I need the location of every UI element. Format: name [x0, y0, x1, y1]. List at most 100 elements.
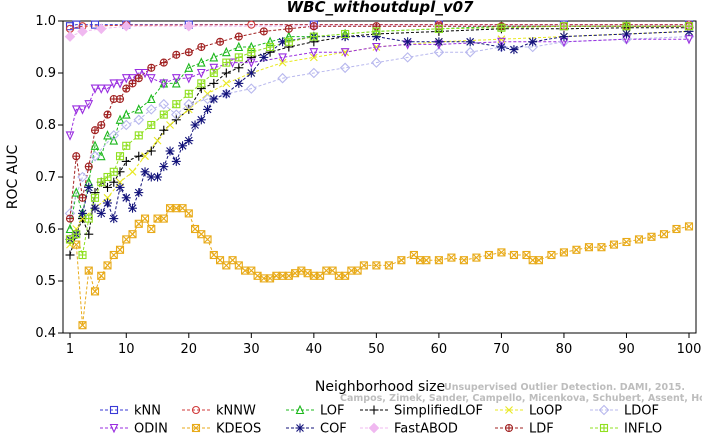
data-point-lof	[234, 41, 244, 52]
data-point-ldof	[146, 104, 157, 115]
data-point-ldf	[216, 37, 225, 46]
data-point-kdeos	[497, 248, 506, 257]
data-point-inflo	[372, 27, 381, 36]
data-point-kdeos	[484, 250, 493, 260]
data-point-odin	[497, 37, 506, 48]
data-point-simplifiedlof	[159, 125, 169, 135]
x-tick-label: 1	[66, 342, 74, 357]
data-point-cof	[84, 182, 94, 192]
data-point-cof	[146, 172, 156, 182]
data-point-lof	[209, 52, 219, 62]
data-point-cof	[121, 193, 131, 203]
data-point-cof	[190, 120, 200, 130]
legend-marker-fastabod	[368, 422, 380, 434]
data-point-inflo	[497, 23, 506, 32]
data-point-ldf	[134, 74, 143, 83]
data-point-odin	[228, 58, 237, 68]
data-point-simplifiedlof	[234, 63, 244, 73]
series-points-kdeos	[65, 204, 694, 330]
legend-marker-inflo	[599, 423, 609, 433]
x-tick-label: 100	[677, 342, 702, 357]
legend-label-odin: ODIN	[134, 422, 168, 434]
series-line-lof	[69, 25, 689, 230]
data-point-inflo	[234, 53, 243, 62]
legend-marker-knnw	[191, 405, 201, 415]
data-point-kdeos	[622, 237, 631, 247]
data-point-cof	[371, 32, 381, 42]
data-point-simplifiedlof	[209, 78, 219, 88]
data-point-inflo	[159, 110, 168, 119]
data-point-inflo	[84, 214, 93, 223]
data-point-kdeos	[572, 245, 581, 254]
series-points-ldf	[65, 22, 694, 223]
data-point-ldof	[371, 57, 382, 68]
legend-label-lof: LOF	[320, 404, 345, 419]
data-point-inflo	[622, 22, 631, 31]
y-tick-label: 0.7	[35, 170, 56, 185]
data-point-odin	[171, 74, 181, 84]
data-point-lof	[109, 135, 119, 145]
data-point-lof	[196, 57, 206, 67]
x-axis-label: Neighborhood size	[315, 379, 445, 395]
series-markers	[64, 20, 695, 330]
data-point-cof	[403, 37, 413, 47]
legend-marker-kdeos	[191, 423, 201, 433]
data-point-ldf	[122, 84, 131, 93]
data-point-inflo	[284, 37, 293, 46]
series-points-ldof	[64, 31, 695, 219]
series-points-lof	[65, 20, 694, 234]
data-point-kdeos	[547, 250, 556, 260]
data-point-ldof	[339, 62, 351, 74]
data-point-odin	[103, 84, 112, 94]
data-point-kdeos	[659, 230, 669, 239]
data-point-ldof	[158, 98, 170, 110]
legend-item-ldf: LDF	[495, 422, 554, 434]
legend-label-fastabod: FastABOD	[394, 422, 458, 434]
data-point-inflo	[222, 58, 231, 67]
data-point-inflo	[309, 32, 318, 41]
data-point-kdeos	[647, 232, 656, 241]
data-point-cof	[621, 29, 631, 39]
series-points-cof	[65, 26, 694, 244]
legend-label-ldof: LDOF	[624, 404, 659, 419]
series-line-ldf	[69, 25, 689, 219]
series-points-inflo	[65, 22, 694, 260]
data-point-simplifiedlof	[109, 177, 119, 187]
data-point-cof	[90, 203, 100, 213]
data-point-inflo	[172, 100, 181, 109]
y-tick-label: 0.6	[35, 222, 56, 237]
data-point-lof	[221, 46, 231, 57]
data-point-odin	[159, 79, 169, 89]
data-point-odin	[340, 48, 350, 58]
data-point-lof	[115, 114, 125, 124]
data-point-ldf	[172, 50, 181, 59]
data-point-cof	[465, 37, 475, 47]
data-point-inflo	[78, 250, 87, 260]
data-point-kdeos	[597, 243, 606, 252]
data-point-ldof	[308, 67, 320, 79]
data-point-inflo	[197, 79, 206, 88]
data-point-inflo	[103, 172, 112, 182]
data-point-ldof	[464, 46, 476, 58]
data-point-lof	[134, 104, 144, 114]
data-point-inflo	[184, 89, 193, 98]
legend-marker-lof	[295, 404, 305, 415]
data-point-ldf	[103, 110, 112, 119]
data-point-loop	[141, 152, 149, 161]
data-point-ldof	[202, 93, 213, 105]
data-point-kdeos	[634, 235, 644, 244]
data-point-ldof	[171, 109, 182, 120]
legend-label-loop: LoOP	[529, 404, 562, 419]
data-point-ldof	[277, 72, 288, 84]
data-point-inflo	[247, 48, 256, 57]
legend-label-knnw: kNNW	[216, 404, 256, 419]
data-point-fastabod	[77, 26, 88, 37]
data-point-cof	[171, 156, 181, 166]
data-point-kdeos	[140, 214, 150, 223]
data-point-ldf	[90, 126, 100, 135]
data-point-loop	[341, 48, 350, 57]
data-point-loop	[153, 136, 162, 145]
data-point-kdeos	[128, 230, 137, 239]
legend-item-kdeos: KDEOS	[182, 422, 261, 434]
data-point-kdeos	[684, 222, 694, 231]
